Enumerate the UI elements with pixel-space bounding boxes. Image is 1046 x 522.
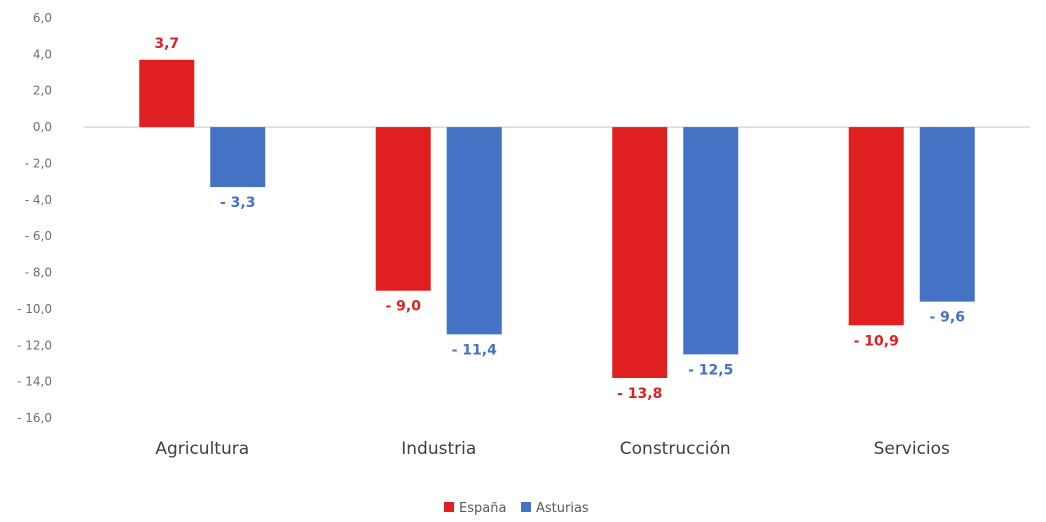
data-label: - 9,6 — [930, 310, 966, 326]
bar-asturias — [683, 127, 739, 355]
y-tick-label: - 8,0 — [25, 266, 52, 280]
y-tick-label: 6,0 — [33, 11, 52, 25]
legend-label: España — [459, 501, 506, 516]
bar-espana — [375, 127, 431, 291]
bar-asturias — [446, 127, 502, 335]
y-tick-label: 0,0 — [33, 120, 52, 134]
data-label: - 9,0 — [386, 299, 422, 315]
y-tick-label: - 6,0 — [25, 229, 52, 243]
y-tick-label: - 14,0 — [17, 375, 52, 389]
y-tick-label: 2,0 — [33, 84, 52, 98]
data-label: - 3,3 — [220, 195, 256, 211]
data-label: - 12,5 — [688, 362, 733, 378]
y-tick-label: - 16,0 — [17, 411, 52, 425]
category-label: Industria — [401, 439, 476, 459]
y-tick-label: - 10,0 — [17, 302, 52, 316]
category-label: Agricultura — [155, 439, 249, 459]
category-label: Servicios — [874, 439, 950, 459]
category-label: Construcción — [620, 439, 731, 459]
data-label: - 10,9 — [854, 333, 899, 349]
y-tick-label: 4,0 — [33, 47, 52, 61]
bar-espana — [848, 127, 904, 326]
legend-swatch — [521, 502, 531, 512]
bar-asturias — [919, 127, 975, 302]
y-tick-label: - 4,0 — [25, 193, 52, 207]
data-label: 3,7 — [154, 36, 179, 52]
bar-espana — [139, 59, 195, 128]
legend-swatch — [444, 502, 454, 512]
bar-espana — [612, 127, 668, 378]
data-label: - 13,8 — [617, 386, 662, 402]
data-label: - 11,4 — [452, 342, 497, 358]
legend-label: Asturias — [536, 501, 589, 516]
y-tick-label: - 2,0 — [25, 156, 52, 170]
bar-asturias — [210, 127, 266, 188]
y-tick-label: - 12,0 — [17, 338, 52, 352]
